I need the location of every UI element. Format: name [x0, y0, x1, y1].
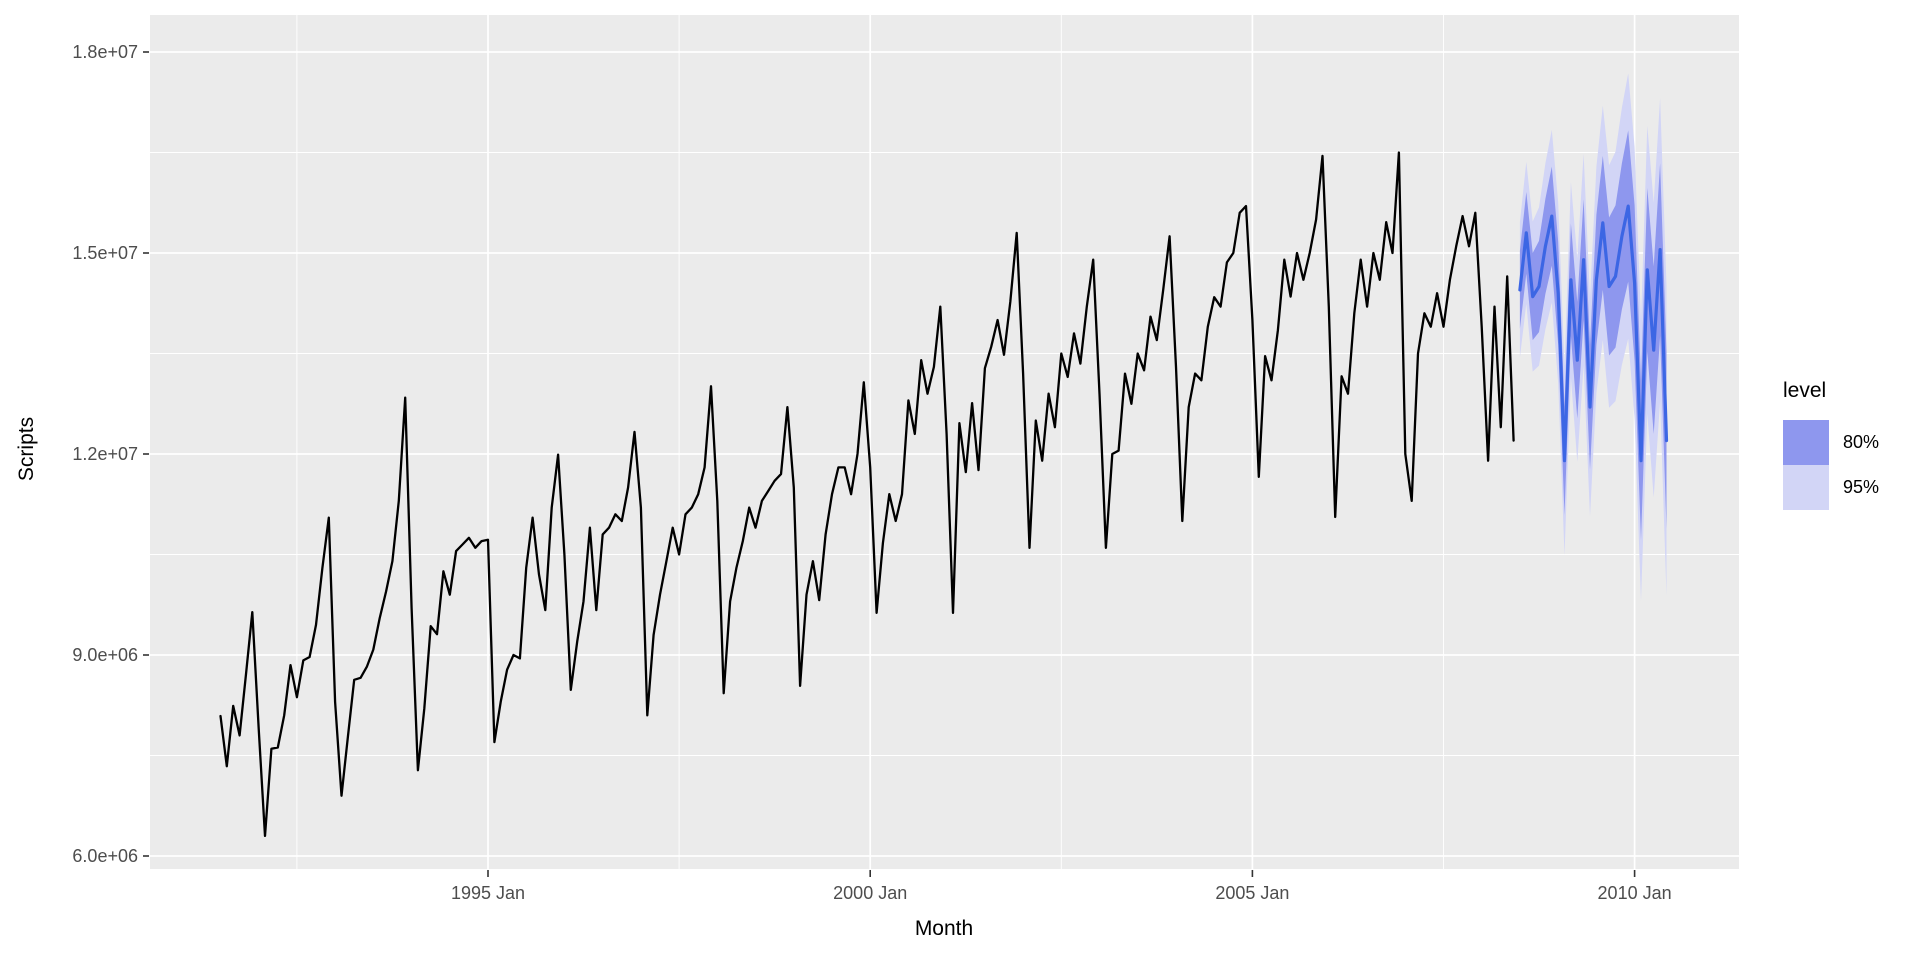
y-axis-tick-label: 1.5e+07	[72, 243, 138, 263]
x-axis-tick-label: 2005 Jan	[1215, 883, 1289, 903]
y-axis-title: Scripts	[15, 416, 38, 482]
plot-panel-background	[150, 15, 1739, 869]
y-axis-tick-label: 6.0e+06	[72, 846, 138, 866]
legend-swatch-80pct	[1783, 420, 1829, 465]
x-axis-tick-label: 2000 Jan	[833, 883, 907, 903]
forecast-mean-line	[1518, 204, 1669, 463]
x-axis-tick-label: 1995 Jan	[451, 883, 525, 903]
x-axis-title: Month	[914, 917, 974, 940]
y-axis-tick-label: 1.8e+07	[72, 42, 138, 62]
legend-title: level	[1783, 379, 1827, 402]
legend-swatch-95pct	[1783, 465, 1829, 510]
legend-label-95pct: 95%	[1843, 477, 1880, 497]
y-axis-tick-label: 1.2e+07	[72, 444, 138, 464]
x-axis-tick-label: 2010 Jan	[1598, 883, 1672, 903]
observed-series-line	[219, 151, 1515, 838]
y-axis-tick-label: 9.0e+06	[72, 645, 138, 665]
legend-label-80pct: 80%	[1843, 432, 1880, 452]
